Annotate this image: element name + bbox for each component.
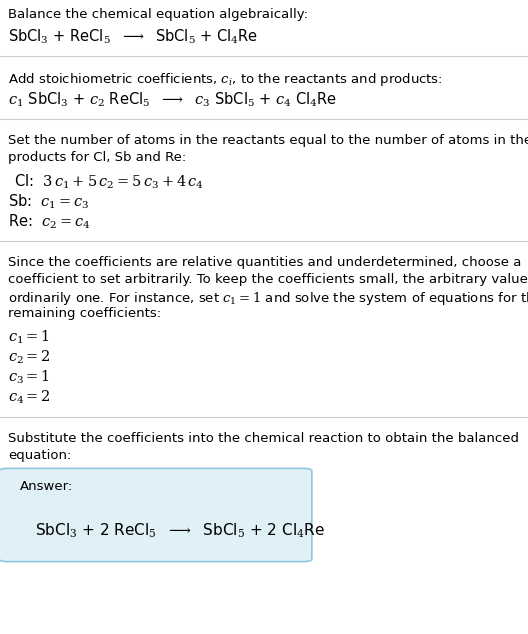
- Text: remaining coefficients:: remaining coefficients:: [8, 307, 161, 320]
- Text: $c_1 = 1$: $c_1 = 1$: [8, 329, 50, 346]
- Text: Answer:: Answer:: [20, 480, 73, 493]
- Text: SbCl$_3$ + 2 ReCl$_5$  $\longrightarrow$  SbCl$_5$ + 2 Cl$_4$Re: SbCl$_3$ + 2 ReCl$_5$ $\longrightarrow$ …: [34, 522, 324, 540]
- Text: Since the coefficients are relative quantities and underdetermined, choose a: Since the coefficients are relative quan…: [8, 256, 521, 269]
- Text: equation:: equation:: [8, 449, 71, 462]
- Text: SbCl$_3$ + ReCl$_5$  $\longrightarrow$  SbCl$_5$ + Cl$_4$Re: SbCl$_3$ + ReCl$_5$ $\longrightarrow$ Sb…: [8, 28, 258, 46]
- Text: $c_3 = 1$: $c_3 = 1$: [8, 369, 50, 386]
- Text: Substitute the coefficients into the chemical reaction to obtain the balanced: Substitute the coefficients into the che…: [8, 432, 519, 445]
- Text: products for Cl, Sb and Re:: products for Cl, Sb and Re:: [8, 151, 186, 164]
- Text: Add stoichiometric coefficients, $c_i$, to the reactants and products:: Add stoichiometric coefficients, $c_i$, …: [8, 71, 443, 88]
- Text: $c_1$ SbCl$_3$ + $c_2$ ReCl$_5$  $\longrightarrow$  $c_3$ SbCl$_5$ + $c_4$ Cl$_4: $c_1$ SbCl$_3$ + $c_2$ ReCl$_5$ $\longri…: [8, 91, 337, 110]
- Text: $c_2 = 2$: $c_2 = 2$: [8, 349, 51, 366]
- FancyBboxPatch shape: [0, 469, 312, 562]
- Text: $c_4 = 2$: $c_4 = 2$: [8, 389, 51, 406]
- Text: coefficient to set arbitrarily. To keep the coefficients small, the arbitrary va: coefficient to set arbitrarily. To keep …: [8, 273, 528, 286]
- Text: Re:  $c_2 = c_4$: Re: $c_2 = c_4$: [8, 213, 91, 231]
- Text: Set the number of atoms in the reactants equal to the number of atoms in the: Set the number of atoms in the reactants…: [8, 134, 528, 147]
- Text: ordinarily one. For instance, set $c_1 = 1$ and solve the system of equations fo: ordinarily one. For instance, set $c_1 =…: [8, 290, 528, 307]
- Text: Cl:  $3\,c_1 + 5\,c_2 = 5\,c_3 + 4\,c_4$: Cl: $3\,c_1 + 5\,c_2 = 5\,c_3 + 4\,c_4$: [14, 173, 204, 191]
- Text: Balance the chemical equation algebraically:: Balance the chemical equation algebraica…: [8, 8, 308, 21]
- Text: Sb:  $c_1 = c_3$: Sb: $c_1 = c_3$: [8, 193, 90, 211]
